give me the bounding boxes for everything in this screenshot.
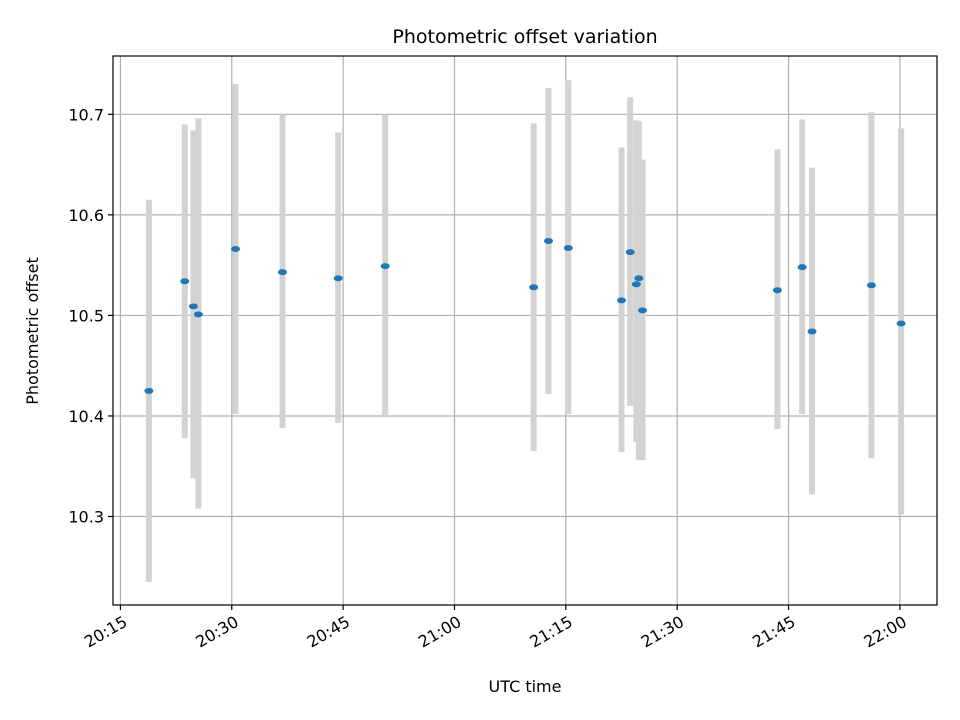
y-axis-label: Photometric offset bbox=[23, 257, 42, 405]
data-point bbox=[797, 264, 807, 271]
y-axis: 10.3 10.4 10.5 10.6 10.7 bbox=[68, 105, 113, 527]
data-point bbox=[631, 281, 641, 288]
data-point bbox=[144, 387, 154, 394]
data-point bbox=[230, 246, 240, 253]
data-point bbox=[563, 245, 573, 252]
chart-title: Photometric offset variation bbox=[392, 26, 657, 48]
data-point bbox=[866, 282, 876, 289]
data-point bbox=[278, 269, 288, 276]
data-point bbox=[180, 278, 190, 285]
data-point bbox=[638, 307, 648, 314]
data-point bbox=[807, 328, 817, 335]
data-point bbox=[193, 311, 203, 318]
data-point bbox=[617, 297, 627, 304]
data-point bbox=[188, 303, 198, 310]
x-axis-label: UTC time bbox=[489, 677, 562, 696]
y-tick-label: 10.4 bbox=[68, 407, 104, 426]
y-tick-label: 10.6 bbox=[68, 206, 104, 225]
data-point bbox=[625, 249, 635, 256]
data-point bbox=[634, 275, 644, 282]
data-points bbox=[144, 238, 906, 394]
data-point bbox=[896, 320, 906, 327]
data-point bbox=[772, 287, 782, 294]
y-tick-label: 10.7 bbox=[68, 105, 104, 124]
data-point bbox=[544, 238, 554, 245]
data-point bbox=[529, 284, 539, 291]
plot-frame bbox=[112, 55, 938, 606]
y-tick-label: 10.3 bbox=[68, 508, 104, 527]
data-point bbox=[380, 263, 390, 270]
y-tick-label: 10.5 bbox=[68, 306, 104, 325]
data-point bbox=[333, 275, 343, 282]
